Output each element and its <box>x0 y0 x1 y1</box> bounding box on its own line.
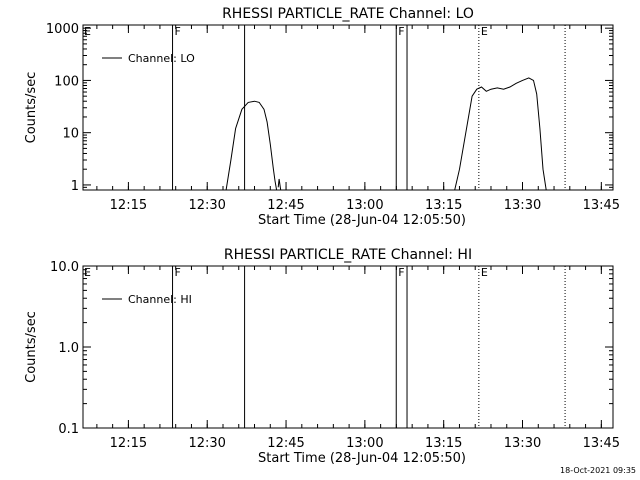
x-tick-label: 13:45 <box>583 198 620 213</box>
y-tick-label: 1.0 <box>58 341 79 356</box>
x-tick-label: 13:45 <box>583 436 620 451</box>
footer-timestamp: 18-Oct-2021 09:35 <box>560 466 636 475</box>
legend-entry: Channel: HI <box>128 293 192 306</box>
x-tick-label: 13:30 <box>504 436 541 451</box>
x-tick-label: 13:15 <box>425 436 462 451</box>
legend-entry: Channel: LO <box>128 52 195 65</box>
hi-channel-panel: RHESSI PARTICLE_RATE Channel: HI 12:15 12:… <box>24 247 620 466</box>
y-axis-label: Counts/sec <box>24 311 39 383</box>
event-marker-label: F <box>398 266 404 279</box>
event-marker-label: F <box>175 25 181 38</box>
x-axis-label: Start Time (28-Jun-04 12:05:50) <box>258 213 466 228</box>
y-tick-label: 0.1 <box>58 422 79 437</box>
series-line <box>454 77 547 191</box>
x-tick-label: 12:30 <box>188 198 225 213</box>
x-tick-label: 13:00 <box>346 436 383 451</box>
edge-marker-label: E <box>84 25 91 38</box>
x-tick-label: 12:45 <box>267 198 304 213</box>
series-line <box>277 178 282 191</box>
event-marker-label: F <box>398 25 404 38</box>
y-tick-label: 100 <box>54 74 79 89</box>
edge-marker-label: E <box>84 266 91 279</box>
x-tick-label: 13:00 <box>346 198 383 213</box>
x-tick-label: 13:15 <box>425 198 462 213</box>
x-tick-label: 13:30 <box>504 198 541 213</box>
event-marker-label: E <box>481 25 488 38</box>
x-tick-label: 12:15 <box>110 436 147 451</box>
series-line <box>225 100 278 191</box>
y-tick-label: 10.0 <box>50 260 79 275</box>
x-tick-label: 12:45 <box>267 436 304 451</box>
x-tick-label: 12:30 <box>188 436 225 451</box>
y-axis-label: Counts/sec <box>24 72 39 144</box>
plot-frame <box>82 24 614 191</box>
y-tick-label: 1000 <box>46 22 79 37</box>
chart-title: RHESSI PARTICLE_RATE Channel: LO <box>222 6 474 22</box>
event-marker-label: F <box>175 266 181 279</box>
chart-title: RHESSI PARTICLE_RATE Channel: HI <box>224 247 472 263</box>
y-tick-label: 1 <box>71 179 79 194</box>
event-marker-label: E <box>481 266 488 279</box>
x-tick-label: 12:15 <box>110 198 147 213</box>
lo-channel-panel: RHESSI PARTICLE_RATE Channel: LO 12:15 12:… <box>24 6 620 228</box>
y-tick-label: 10 <box>62 127 79 142</box>
x-axis-label: Start Time (28-Jun-04 12:05:50) <box>258 451 466 466</box>
plot-frame <box>82 265 614 429</box>
